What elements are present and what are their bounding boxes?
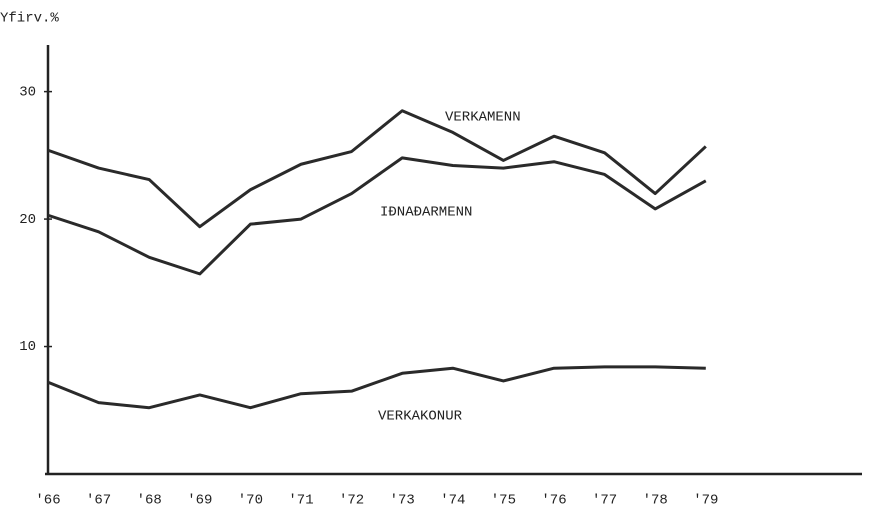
- x-tick-label: '68: [137, 493, 162, 509]
- y-tick-label: 10: [19, 339, 36, 355]
- x-tick-label: '67: [86, 493, 111, 509]
- series-line: [47, 109, 707, 229]
- x-tick-label: '76: [541, 493, 566, 509]
- x-tick-label: '73: [390, 493, 415, 509]
- x-tick-label: '74: [440, 493, 465, 509]
- y-axis-label: Yfirv.%: [0, 11, 59, 27]
- series-label: IÐNAÐARMENN: [380, 205, 472, 221]
- x-tick-label: '77: [592, 493, 617, 509]
- x-tick-label: '75: [491, 493, 516, 509]
- x-tick-label: '78: [643, 493, 668, 509]
- y-tick-label: 30: [19, 84, 36, 100]
- x-tick-label: '70: [238, 493, 263, 509]
- series-line: [47, 156, 707, 276]
- x-tick-label: '72: [339, 493, 364, 509]
- x-tick-label: '71: [288, 493, 313, 509]
- series-line: [47, 365, 706, 410]
- y-tick-label: 20: [19, 212, 36, 228]
- series-label: VERKAKONUR: [378, 409, 463, 425]
- x-tick-label: '69: [187, 493, 212, 509]
- series-label: VERKAMENN: [445, 110, 521, 126]
- x-tick-label: '66: [35, 493, 60, 509]
- x-tick-label: '79: [693, 493, 718, 509]
